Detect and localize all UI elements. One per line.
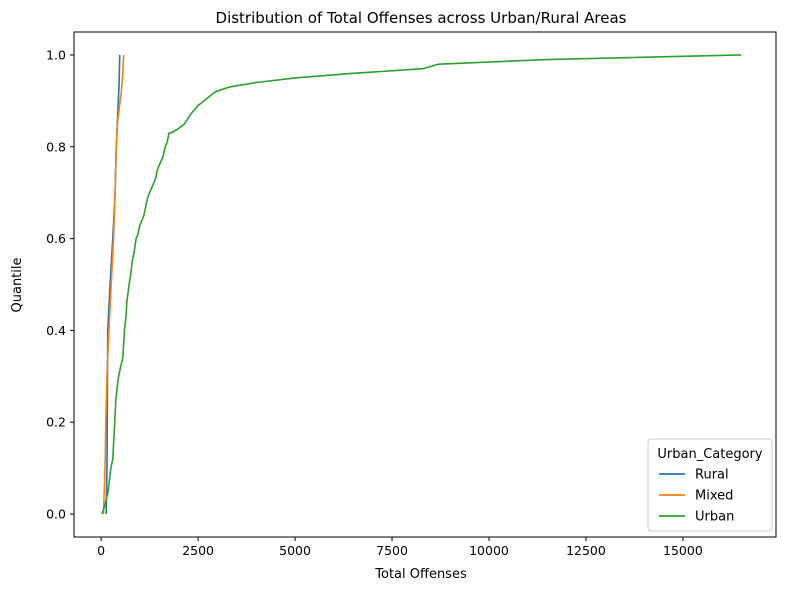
x-tick-label: 2500	[182, 543, 214, 558]
axes-frame	[73, 31, 777, 538]
y-axis-label: Quantile	[10, 258, 25, 313]
legend-label-rural: Rural	[695, 468, 729, 483]
legend-label-urban: Urban	[695, 510, 734, 525]
x-axis-label: Total Offenses	[374, 567, 467, 582]
y-tick-label: 0.0	[46, 507, 66, 522]
y-tick-label: 0.4	[46, 323, 66, 338]
series-line-urban	[101, 54, 742, 515]
x-tick-label: 12500	[566, 543, 606, 558]
x-tick-label: 5000	[279, 543, 311, 558]
y-tick-label: 1.0	[46, 47, 66, 62]
x-tick-label: 10000	[469, 543, 509, 558]
y-tick-label: 0.6	[46, 231, 66, 246]
legend-title: Urban_Category	[657, 447, 763, 462]
x-tick-label: 0	[97, 543, 105, 558]
x-tick-label: 15000	[663, 543, 703, 558]
legend-label-mixed: Mixed	[695, 489, 733, 504]
legend-box	[647, 438, 773, 532]
chart-title: Distribution of Total Offenses across Ur…	[216, 9, 627, 27]
plot-area: 0 2500 5000 7500 10000 12500 15000 0.0 0.2 0.4 0.6…	[46, 47, 742, 558]
y-tick-label: 0.8	[46, 139, 66, 154]
y-tick-label: 0.2	[46, 415, 66, 430]
legend: Urban_Category Rural Mixed Urban	[647, 438, 773, 532]
series-line-mixed	[102, 54, 125, 515]
x-tick-label: 7500	[376, 543, 408, 558]
